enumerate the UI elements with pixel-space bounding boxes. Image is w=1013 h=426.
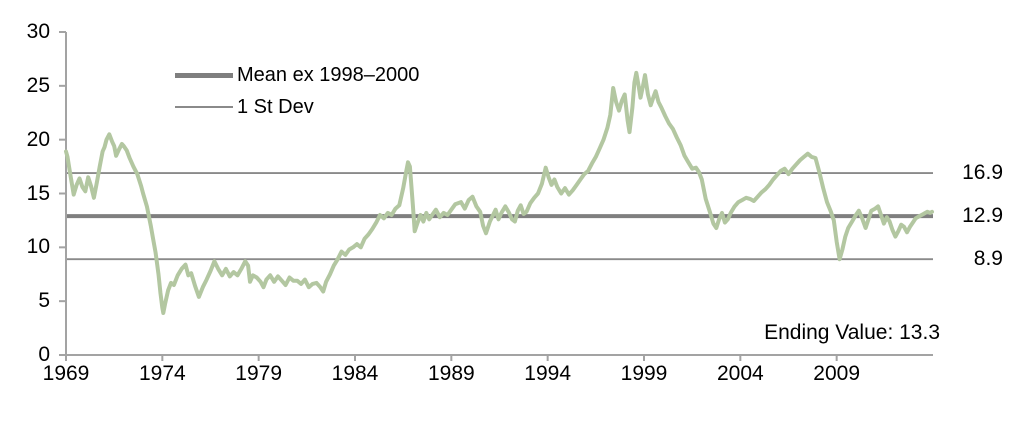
legend: Mean ex 1998–2000 1 St Dev <box>175 59 419 123</box>
x-axis-tick-label: 1989 <box>427 362 475 385</box>
x-axis-tick-label: 1969 <box>42 362 90 385</box>
y-axis-tick-label: 30 <box>26 20 50 43</box>
x-axis-tick-label: 1994 <box>524 362 572 385</box>
y-axis-tick-label: 0 <box>38 343 50 366</box>
legend-label-mean: Mean ex 1998–2000 <box>237 64 420 86</box>
x-axis-tick-label: 1974 <box>138 362 186 385</box>
legend-item-mean: Mean ex 1998–2000 <box>175 59 419 91</box>
data-series-line <box>64 70 934 315</box>
y-axis-tick-label: 15 <box>26 181 50 205</box>
y-axis-tick-label: 5 <box>38 289 50 313</box>
x-axis-tick-label: 2004 <box>716 362 764 385</box>
ref-line-label-lower-stdev: 8.9 <box>973 247 1003 271</box>
x-axis-tick-label: 1984 <box>331 362 379 385</box>
x-axis-tick-label: 1999 <box>620 362 668 385</box>
y-axis-tick-label: 25 <box>26 73 50 97</box>
x-axis-tick-label: 1979 <box>235 362 283 385</box>
legend-label-stdev: 1 St Dev <box>237 96 314 118</box>
ending-value-annotation: Ending Value: 13.3 <box>764 321 940 344</box>
ref-line-label-upper-stdev: 16.9 <box>962 161 1003 185</box>
y-axis-tick-label: 10 <box>26 235 50 259</box>
mean-line-swatch <box>175 72 233 78</box>
stdev-line-swatch <box>175 106 233 108</box>
legend-item-stdev: 1 St Dev <box>175 91 419 123</box>
x-axis-tick-label: 2009 <box>813 362 861 385</box>
ref-line-label-mean: 12.9 <box>962 204 1003 228</box>
y-axis-tick-label: 20 <box>26 127 50 151</box>
